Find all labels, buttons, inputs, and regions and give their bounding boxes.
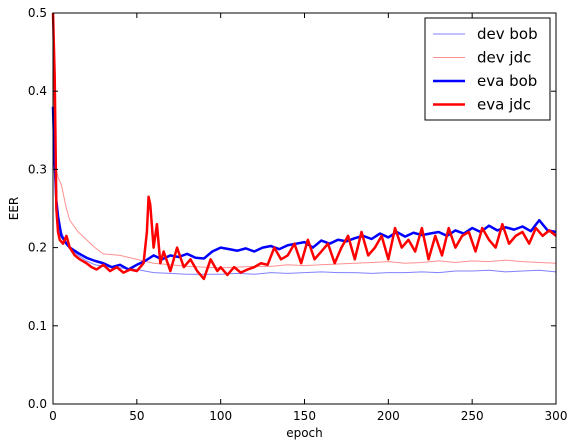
series-line-eva-jdc [51, 12, 557, 281]
x-tick-label: 300 [545, 409, 568, 423]
x-tick-label: 250 [461, 409, 484, 423]
x-tick-label: 150 [293, 409, 316, 423]
series-layer [51, 12, 557, 281]
legend-label: eva bob [477, 72, 537, 90]
legend-label: dev jdc [477, 49, 531, 67]
legend-label: dev bob [477, 25, 538, 43]
y-tick-label: 0.3 [28, 162, 47, 176]
legend-box [424, 17, 551, 121]
series-line-eva-bob [51, 106, 557, 271]
y-tick-label: 0.0 [28, 397, 47, 411]
x-tick-label: 100 [209, 409, 232, 423]
x-tick-label: 0 [49, 409, 57, 423]
y-tick-label: 0.1 [28, 319, 47, 333]
series-line-dev-jdc [52, 12, 557, 269]
tick-layer: 0 50 100 150 200 250 300 0.0 0.1 0.2 0.3 0.4 0.5 [28, 6, 568, 423]
x-axis-label: epoch [286, 426, 323, 440]
x-tick-label: 50 [129, 409, 144, 423]
x-tick-label: 200 [377, 409, 400, 423]
y-axis-label: EER [7, 197, 21, 221]
y-tick-label: 0.4 [28, 84, 47, 98]
y-tick-label: 0.2 [28, 241, 47, 255]
legend-label: eva jdc [477, 96, 531, 114]
legend: dev bob dev jdc eva bob eva jdc [424, 17, 551, 121]
y-tick-label: 0.5 [28, 6, 47, 20]
